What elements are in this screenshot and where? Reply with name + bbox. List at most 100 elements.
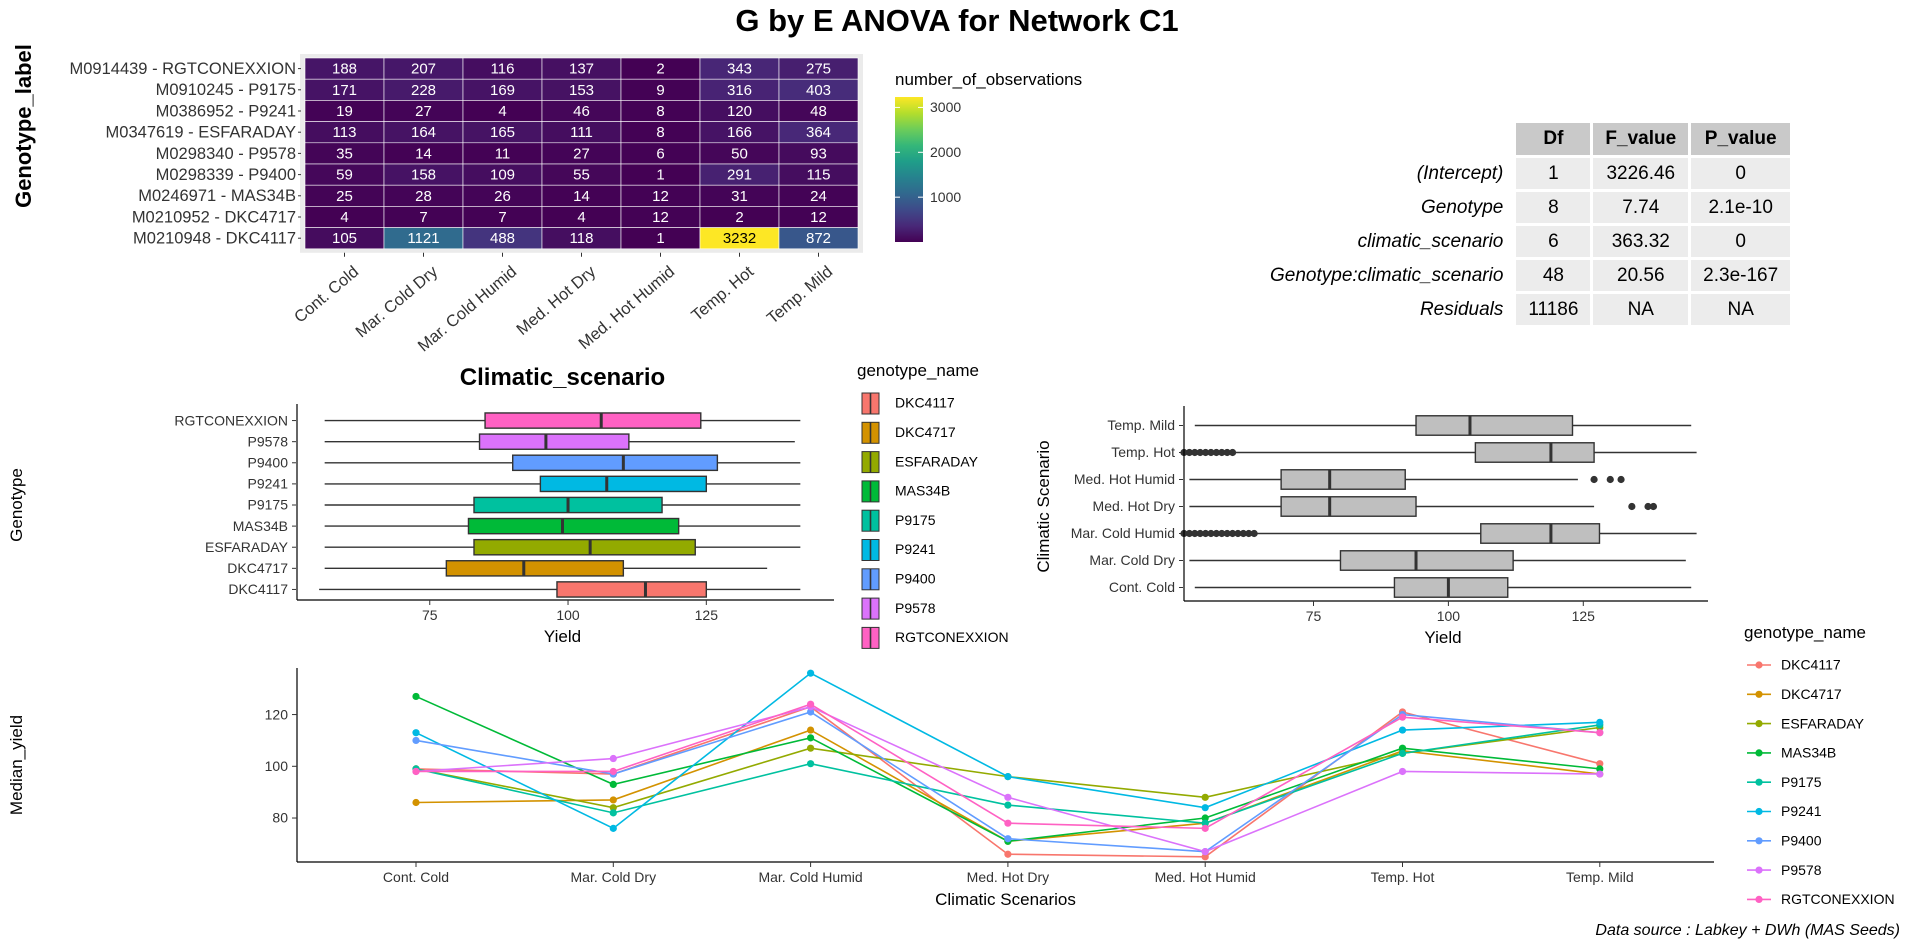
line-point — [1201, 848, 1209, 856]
heatmap-cell-label: 343 — [727, 61, 752, 78]
anova-table: Df F_value P_value (Intercept) 1 3226.46… — [1255, 120, 1793, 328]
fill-legend-label: MAS34B — [895, 483, 950, 499]
box-outlier — [1245, 529, 1253, 538]
line-point — [807, 669, 815, 677]
box-outlier — [1207, 448, 1215, 457]
line-legend-label: ESFARADAY — [1781, 715, 1865, 731]
box-outlier — [1628, 502, 1636, 511]
line-point — [1004, 801, 1012, 809]
box-outlier — [1590, 475, 1598, 484]
heatmap-cell-label: 109 — [490, 167, 515, 184]
box-x-tick-label: 125 — [1572, 608, 1596, 624]
heatmap-y-tick-label: M0298339 - P9400 — [156, 166, 296, 184]
anova-df: 8 — [1516, 192, 1591, 223]
heatmap-y-tick-label: M0914439 - RGTCONEXXION — [70, 60, 297, 78]
line-point — [412, 798, 420, 807]
box-outlier — [1191, 448, 1199, 457]
line-point — [807, 726, 815, 734]
heatmap-y-tick-label: M0910245 - P9175 — [156, 81, 296, 99]
heatmap-cell-label: 7 — [498, 209, 506, 226]
heatmap-cell-label: 4 — [340, 209, 348, 226]
line-point — [609, 824, 617, 832]
heatmap-cell-label: 27 — [573, 145, 590, 162]
box-outlier — [1191, 529, 1199, 538]
heatmap-cell-label: 7 — [419, 209, 427, 226]
fill-legend-label: P9175 — [895, 512, 936, 528]
heatmap-cell-label: 27 — [415, 103, 432, 120]
heatmap-cell-label: 19 — [336, 103, 353, 120]
heatmap-cell-label: 50 — [731, 145, 748, 162]
line-point — [1596, 765, 1604, 773]
box-outlier — [1228, 448, 1237, 457]
line-point — [609, 767, 617, 776]
heatmap-cell-label: 158 — [411, 167, 436, 184]
box-y-tick-label: Temp. Mild — [1107, 417, 1175, 433]
line-legend-label: P9578 — [1781, 862, 1822, 878]
box-y-tick-label: Med. Hot Dry — [1093, 498, 1175, 514]
box-x-axis-title: Yield — [1424, 628, 1461, 647]
anova-header-f: F_value — [1593, 123, 1689, 155]
box-plot-title: Climatic_scenario — [460, 364, 665, 391]
line-point — [1398, 713, 1407, 721]
heatmap-cell-label: 1121 — [407, 230, 439, 247]
heatmap-cell-label: 169 — [490, 82, 515, 99]
heatmap-cell-label: 26 — [494, 188, 511, 205]
box-y-axis-title: Climatic Scenario — [1034, 440, 1053, 572]
line-legend-key-point — [1755, 778, 1763, 786]
line-legend-key-point — [1755, 807, 1763, 816]
box-outlier — [1234, 529, 1242, 538]
box-iqr — [484, 412, 702, 429]
box-y-tick-label: DKC4117 — [228, 581, 288, 597]
anova-row-name: Residuals — [1419, 298, 1504, 320]
anova-df: 48 — [1516, 260, 1591, 291]
box-outlier — [1218, 529, 1226, 538]
box-outlier — [1201, 529, 1210, 538]
box-x-tick-label: 100 — [1437, 608, 1461, 624]
line-series-rgtconexxion — [416, 703, 1600, 830]
box-y-tick-label: DKC4717 — [227, 560, 288, 576]
anova-header-p: P_value — [1691, 123, 1791, 155]
anova-df: 11186 — [1516, 294, 1591, 325]
anova-df: 1 — [1516, 158, 1591, 189]
line-x-tick-label: Cont. Cold — [383, 869, 449, 885]
heatmap-cell-label: 28 — [415, 188, 432, 205]
box-x-axis-title: Yield — [544, 627, 581, 646]
line-y-axis-title: Median_yield — [7, 715, 26, 815]
heatmap-cell — [778, 227, 859, 250]
box-outlier — [1644, 502, 1652, 511]
heatmap-cell-label: 12 — [652, 209, 669, 226]
line-legend-label: P9175 — [1781, 774, 1822, 790]
heatmap-cell-label: 4 — [498, 103, 506, 120]
heatmap-cell-label: 31 — [731, 188, 748, 205]
anova-header-df: Df — [1516, 123, 1591, 155]
box-outlier — [1212, 529, 1220, 538]
line-legend-label: P9241 — [1781, 803, 1822, 819]
heatmap-cell-label: 164 — [411, 124, 436, 141]
line-point — [1004, 793, 1012, 801]
line-x-tick-label: Mar. Cold Dry — [571, 869, 657, 885]
anova-f: 3226.46 — [1593, 158, 1689, 189]
fill-legend-label: P9578 — [895, 600, 936, 616]
box-y-tick-label: P9578 — [248, 433, 289, 449]
box-outlier — [1185, 529, 1193, 538]
line-point — [1004, 835, 1012, 843]
box-iqr — [1339, 550, 1514, 571]
heatmap-y-tick-label: M0210952 - DKC4717 — [132, 208, 296, 226]
heatmap-cell-label: 316 — [727, 82, 752, 99]
heatmap-cell-label: 9 — [656, 82, 664, 99]
box-y-tick-label: P9241 — [248, 476, 289, 492]
line-point — [412, 692, 420, 701]
heatmap-y-tick-label: M0347619 - ESFARADAY — [106, 124, 296, 142]
box-iqr — [1280, 469, 1406, 490]
line-x-tick-label: Mar. Cold Humid — [758, 869, 862, 885]
line-point — [1004, 850, 1012, 858]
line-point — [1398, 726, 1407, 734]
fill-legend-label: P9400 — [895, 571, 936, 587]
line-point — [1201, 814, 1209, 822]
heatmap-y-tick-label: M0246971 - MAS34B — [138, 187, 296, 205]
anova-row-intercept: (Intercept) 1 3226.46 0 — [1258, 158, 1791, 189]
heatmap-cell-label: 1 — [656, 230, 664, 247]
box-y-tick-label: Mar. Cold Dry — [1089, 552, 1175, 568]
heatmap-cell-label: 55 — [573, 167, 590, 184]
line-legend-label: MAS34B — [1781, 745, 1836, 761]
